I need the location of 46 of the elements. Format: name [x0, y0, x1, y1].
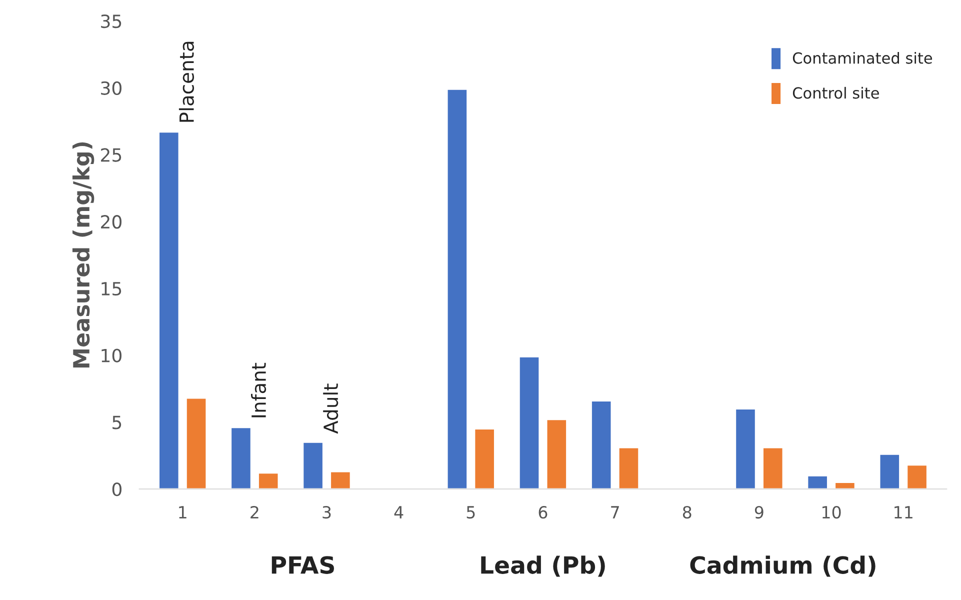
y-tick-label: 25 — [101, 148, 122, 162]
annotation: Infant — [251, 362, 266, 418]
legend-label: Contaminated site — [792, 52, 932, 64]
y-tick-label: 20 — [101, 215, 122, 229]
text: PFAS — [272, 556, 334, 574]
bar — [878, 454, 900, 489]
bar — [446, 88, 468, 489]
y-tick-label: 10 — [102, 348, 122, 362]
annotation: Placenta — [178, 42, 194, 122]
bar — [474, 428, 496, 489]
bar — [834, 482, 856, 489]
bar — [186, 397, 208, 489]
bar — [302, 442, 324, 489]
x-tick-label: 4 — [394, 506, 404, 518]
x-tick-label: 5 — [466, 506, 475, 519]
text: Cadmium (Cd) — [690, 556, 876, 577]
bar — [546, 418, 568, 489]
x-tick-label: 3 — [322, 506, 331, 519]
bar — [158, 131, 180, 489]
x-tick-label: 7 — [611, 506, 619, 518]
x-tick-label: 1 — [179, 506, 186, 518]
y-tick-label: 15 — [102, 282, 122, 296]
bar — [258, 472, 280, 489]
y-tick-label: 30 — [101, 81, 122, 95]
x-tick-label: 10 — [822, 506, 841, 519]
bar — [618, 446, 640, 489]
x-tick-label: 9 — [754, 506, 764, 519]
bar — [330, 470, 352, 489]
x-tick-label: 8 — [682, 506, 692, 519]
legend-label: Control site — [792, 86, 879, 99]
bar — [806, 474, 828, 489]
y-axis-title: Measured (mg/kg) — [72, 142, 94, 368]
bar — [762, 446, 784, 489]
y-tick-label: 35 — [101, 14, 122, 28]
x-tick-label: 6 — [538, 506, 548, 519]
bar — [518, 356, 540, 489]
bar — [590, 400, 612, 489]
bar — [230, 426, 252, 489]
x-tick-label: 2 — [250, 506, 258, 518]
annotation: Adult — [323, 384, 338, 434]
y-tick-label: 5 — [112, 416, 122, 430]
bar — [734, 408, 756, 489]
y-tick-label: 0 — [112, 482, 122, 496]
x-tick-label: 11 — [894, 506, 912, 518]
bar — [906, 464, 928, 489]
text: Lead (Pb) — [481, 556, 605, 577]
